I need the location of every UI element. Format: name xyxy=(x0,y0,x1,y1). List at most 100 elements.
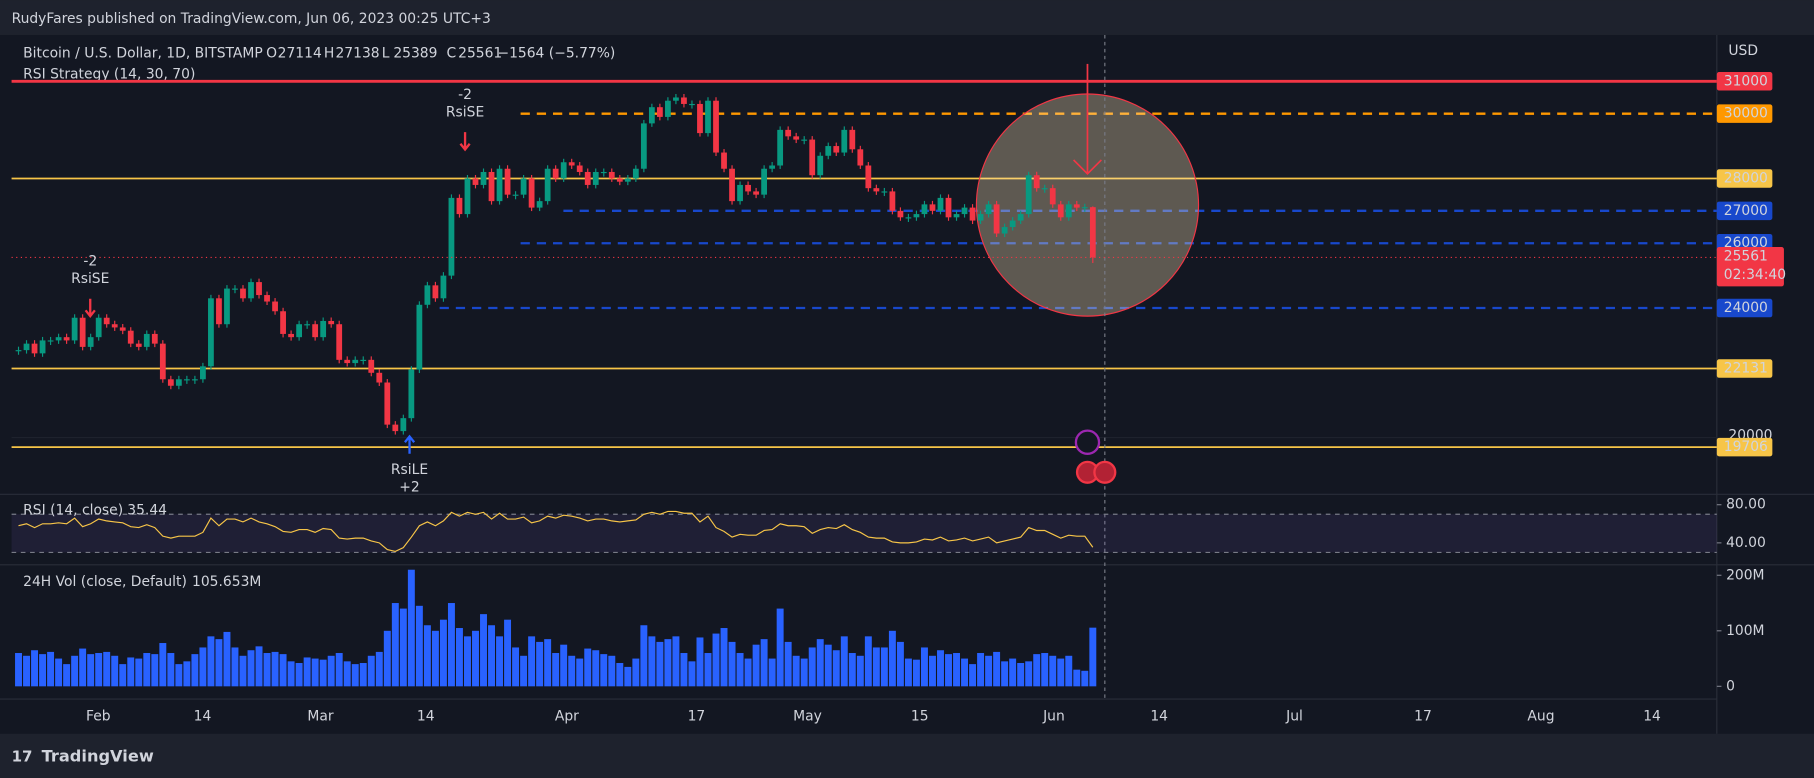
candle xyxy=(103,317,110,325)
volume-bar xyxy=(287,661,295,687)
candle xyxy=(640,123,647,169)
signal-label: -2 xyxy=(83,254,97,270)
candle xyxy=(200,366,206,380)
volume-bar xyxy=(87,654,95,687)
volume-bar xyxy=(367,655,375,687)
candle xyxy=(913,214,920,218)
volume-bar xyxy=(904,658,912,687)
volume-bar xyxy=(648,636,656,687)
y-tick-label: 40.00 xyxy=(1726,535,1766,551)
volume-bar xyxy=(969,664,977,687)
publisher: RudyFares published on TradingView.com, … xyxy=(12,11,491,27)
volume-bar xyxy=(880,647,888,687)
volume-bar xyxy=(1081,670,1089,687)
volume-bar xyxy=(79,648,87,687)
volume-bar xyxy=(15,653,22,687)
volume-bar xyxy=(624,666,632,687)
volume-bar xyxy=(343,661,351,687)
volume-bar xyxy=(215,639,223,687)
candle xyxy=(232,288,238,290)
volume-bar xyxy=(528,636,536,687)
candle xyxy=(240,288,246,299)
volume-bar xyxy=(303,657,311,687)
candle xyxy=(1073,204,1080,208)
ohlc-key: H xyxy=(324,46,334,62)
candle xyxy=(312,324,319,338)
signal-label: +2 xyxy=(399,479,419,495)
signal-label: RsiLE xyxy=(391,462,428,478)
volume-bar xyxy=(744,658,752,687)
x-tick-label: 14 xyxy=(1150,708,1168,724)
candle xyxy=(384,382,391,425)
volume-bar xyxy=(447,603,455,687)
candle xyxy=(969,207,976,221)
volume-bar xyxy=(584,648,592,687)
volume-bar xyxy=(1017,663,1025,687)
volume-bar xyxy=(415,605,423,687)
level-label-box xyxy=(1716,201,1773,221)
candle xyxy=(1025,175,1032,215)
ohlc-key: C xyxy=(447,46,457,62)
rsi-title: RSI (14, close) xyxy=(23,502,123,518)
brand-logo: 17 xyxy=(12,747,33,765)
volume-bar xyxy=(496,636,504,687)
candle xyxy=(769,165,776,169)
level-label-box xyxy=(1716,169,1773,188)
candle xyxy=(761,168,768,195)
candle xyxy=(248,282,254,299)
candle xyxy=(424,285,431,305)
volume-bar xyxy=(592,650,600,687)
volume-bar xyxy=(568,655,576,687)
chart-layer: Bitcoin / U.S. Dollar, 1D, BITSTAMP RSI S… xyxy=(11,34,1786,724)
volume-bar xyxy=(632,658,640,687)
volume-bar xyxy=(1041,653,1049,687)
candle xyxy=(777,129,784,166)
level-label-box xyxy=(1716,104,1773,123)
volume-bar xyxy=(1001,661,1009,687)
volume-bar xyxy=(1057,658,1065,687)
volume-bar xyxy=(784,641,792,687)
volume-bar xyxy=(816,639,824,687)
volume-bar xyxy=(896,641,904,687)
candle xyxy=(95,317,102,338)
candle xyxy=(1057,204,1064,218)
candle xyxy=(135,343,142,347)
candle xyxy=(504,168,511,195)
candle xyxy=(15,350,22,352)
volume-bar xyxy=(263,653,271,687)
x-tick-label: Apr xyxy=(555,708,579,724)
candle xyxy=(416,304,423,370)
volume-bar xyxy=(151,654,159,687)
signal-arrow xyxy=(404,434,416,454)
candle xyxy=(216,298,222,325)
candle xyxy=(576,165,583,172)
volume-bar xyxy=(985,655,993,687)
volume-bar xyxy=(167,653,175,687)
candle xyxy=(689,103,695,106)
volume-bar xyxy=(888,630,896,687)
volume-bar xyxy=(552,653,560,687)
volume-bar xyxy=(512,647,520,687)
candle xyxy=(648,107,655,124)
volume-bar xyxy=(832,650,840,687)
volume-bar xyxy=(640,625,648,687)
volume-bar xyxy=(279,654,287,687)
ohlc-key: L xyxy=(382,46,390,62)
volume-bar xyxy=(977,653,985,687)
candle xyxy=(79,317,86,347)
volume-bar xyxy=(608,655,616,687)
volume-bar xyxy=(127,657,135,687)
volume-bar xyxy=(1033,654,1041,687)
level-label: 28000 xyxy=(1724,170,1768,186)
volume-bar xyxy=(359,663,367,687)
candle xyxy=(729,168,735,202)
candle xyxy=(191,379,198,381)
volume-bar xyxy=(71,655,79,687)
candle xyxy=(865,165,872,189)
candle xyxy=(737,184,743,202)
volume-bar xyxy=(728,641,736,687)
volume-bar xyxy=(407,569,415,687)
candle xyxy=(624,178,631,182)
volume-bar xyxy=(31,650,39,687)
